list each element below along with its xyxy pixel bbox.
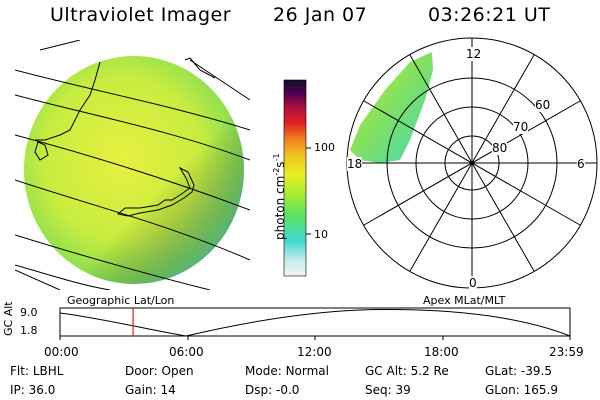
- mlt-label-6: 6: [577, 157, 585, 171]
- timeline-xtick-3: 18:00: [424, 345, 459, 359]
- coastline-fragment: [184, 57, 216, 79]
- mlt-label-0: 0: [469, 276, 477, 290]
- status-seq: Seq: 39: [365, 383, 411, 397]
- polar-grid: [346, 37, 598, 289]
- status-gain: Gain: 14: [125, 383, 176, 397]
- altitude-curve: [59, 308, 571, 337]
- timeline-plot: [59, 307, 571, 340]
- status-gc-alt: GC Alt: 5.2 Re: [365, 364, 449, 378]
- time-label: 03:26:21 UT: [428, 4, 551, 26]
- timeline-xtick-1: 06:00: [169, 345, 204, 359]
- status-flt: Flt: LBHL: [10, 364, 64, 378]
- auroral-image-patch: [350, 52, 433, 163]
- geographic-caption: Geographic Lat/Lon: [67, 294, 175, 307]
- status-glon: GLon: 165.9: [485, 383, 558, 397]
- mlt-label-12: 12: [466, 47, 482, 61]
- timeline-xtick-0: 00:00: [44, 345, 79, 359]
- status-mode: Mode: Normal: [245, 364, 329, 378]
- apex-caption: Apex MLat/MLT: [423, 294, 506, 307]
- date-label: 26 Jan 07: [273, 4, 368, 26]
- colorbar-tick-100: 100: [314, 141, 335, 154]
- timeline-axis-label: GC Alt: [2, 301, 15, 336]
- timeline-ytick-top: 9.0: [20, 306, 38, 319]
- status-ip: IP: 36.0: [10, 383, 56, 397]
- mlat-label-80: 80: [492, 141, 508, 155]
- timeline-ytick-bottom: 1.8: [20, 324, 38, 337]
- status-door: Door: Open: [125, 364, 194, 378]
- status-glat: GLat: -39.5: [485, 364, 552, 378]
- australia-coastline: [34, 61, 101, 161]
- timeline-xtick-4: 23:59: [549, 345, 584, 359]
- timeline-xtick-2: 12:00: [297, 345, 332, 359]
- colorbar: [283, 79, 311, 277]
- mlat-label-60: 60: [535, 98, 551, 112]
- mlt-label-18: 18: [347, 157, 363, 171]
- latitude-lines: [15, 69, 250, 290]
- status-dsp: Dsp: -0.0: [245, 383, 300, 397]
- colorbar-tick-10: 10: [314, 228, 328, 241]
- new-zealand-coastline: [116, 166, 195, 217]
- longitude-lines: [15, 40, 250, 290]
- instrument-title: Ultraviolet Imager: [50, 4, 232, 26]
- mlat-label-70: 70: [513, 120, 529, 134]
